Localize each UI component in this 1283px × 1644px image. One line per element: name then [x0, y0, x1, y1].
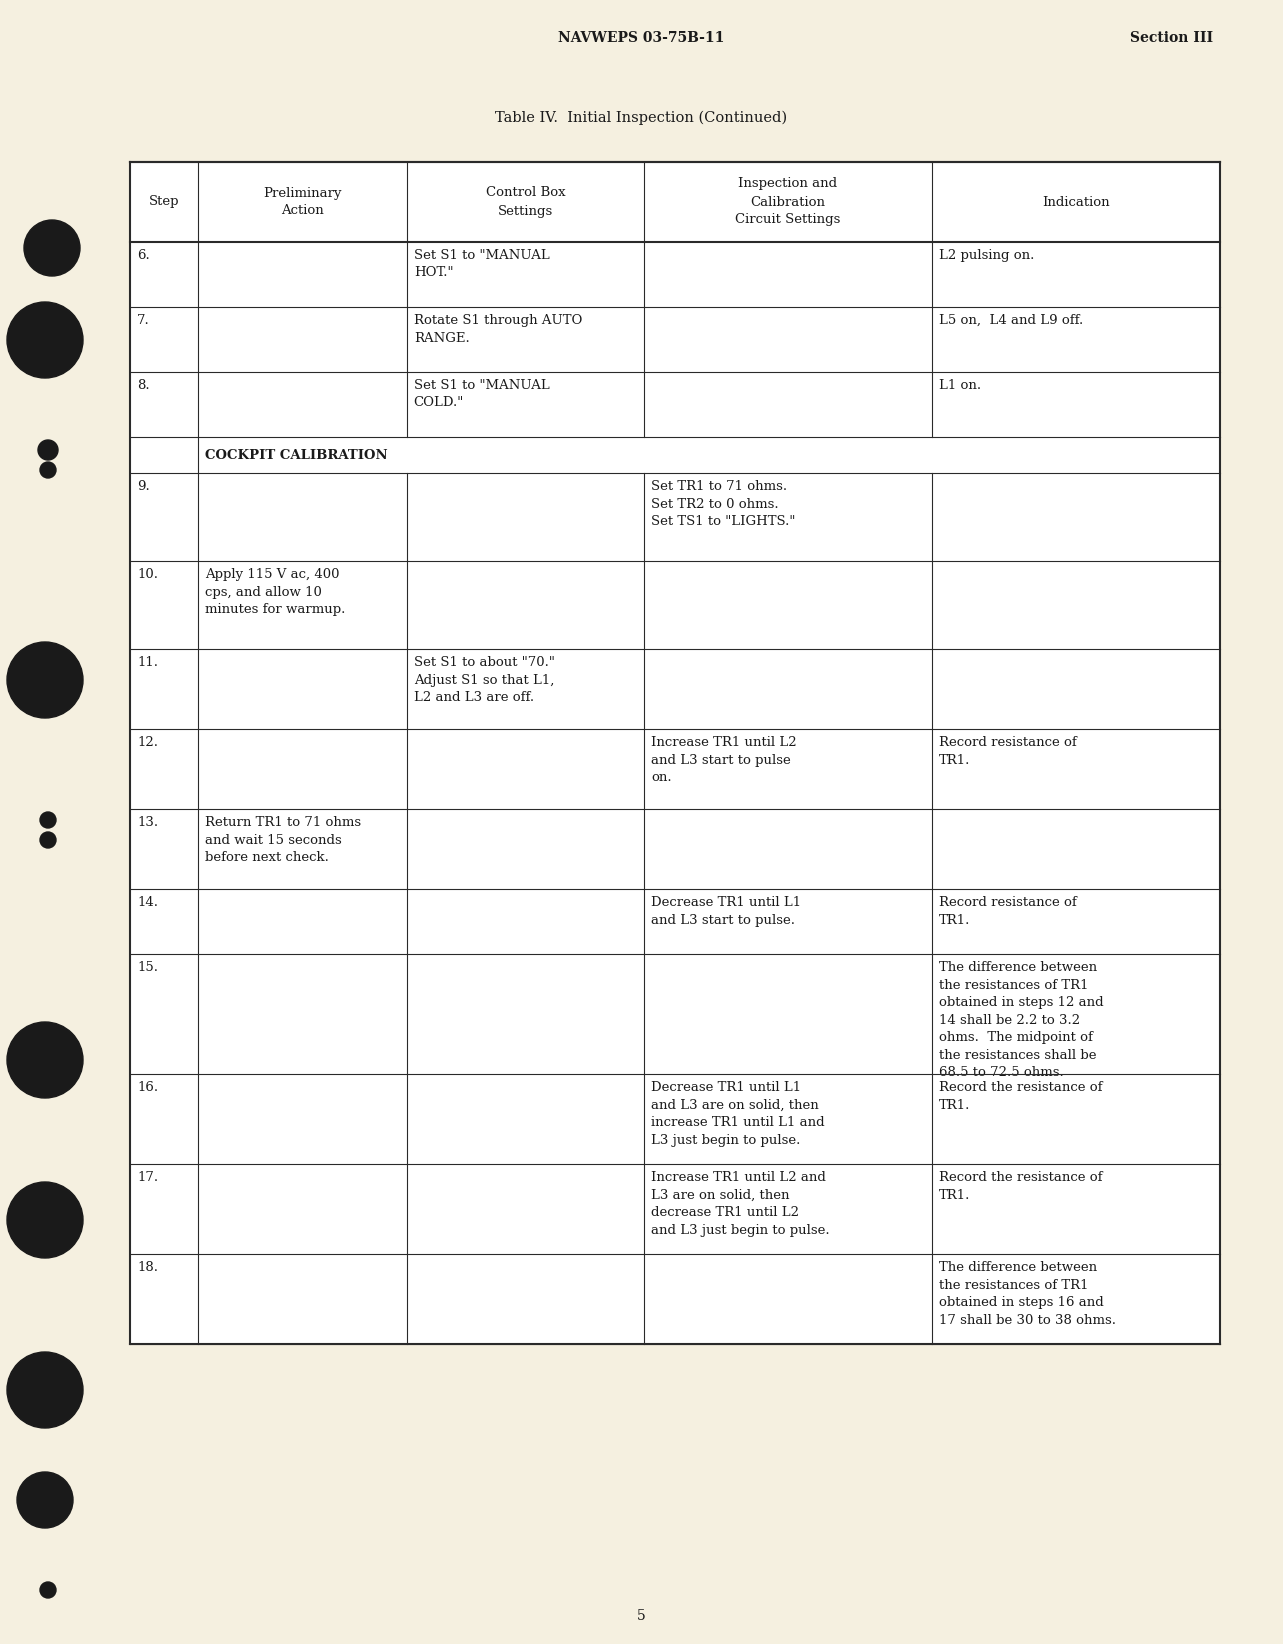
- Text: Rotate S1 through AUTO
RANGE.: Rotate S1 through AUTO RANGE.: [413, 314, 582, 345]
- Text: 11.: 11.: [137, 656, 158, 669]
- Text: Record resistance of
TR1.: Record resistance of TR1.: [939, 737, 1076, 766]
- Circle shape: [40, 812, 56, 829]
- Text: 15.: 15.: [137, 962, 158, 973]
- Text: 10.: 10.: [137, 567, 158, 580]
- Text: COCKPIT CALIBRATION: COCKPIT CALIBRATION: [205, 449, 387, 462]
- Text: Set S1 to "MANUAL
COLD.": Set S1 to "MANUAL COLD.": [413, 380, 549, 409]
- Text: Increase TR1 until L2 and
L3 are on solid, then
decrease TR1 until L2
and L3 jus: Increase TR1 until L2 and L3 are on soli…: [650, 1171, 830, 1236]
- Text: The difference between
the resistances of TR1
obtained in steps 16 and
17 shall : The difference between the resistances o…: [939, 1261, 1116, 1327]
- Text: 16.: 16.: [137, 1082, 158, 1093]
- Text: Record the resistance of
TR1.: Record the resistance of TR1.: [939, 1171, 1102, 1202]
- Text: Preliminary
Action: Preliminary Action: [263, 186, 341, 217]
- Text: Step: Step: [149, 196, 180, 209]
- Text: Indication: Indication: [1042, 196, 1110, 209]
- Text: Record the resistance of
TR1.: Record the resistance of TR1.: [939, 1082, 1102, 1111]
- Text: 7.: 7.: [137, 314, 150, 327]
- Circle shape: [6, 1023, 83, 1098]
- Text: 14.: 14.: [137, 896, 158, 909]
- Circle shape: [40, 832, 56, 848]
- Text: The difference between
the resistances of TR1
obtained in steps 12 and
14 shall : The difference between the resistances o…: [939, 962, 1103, 1078]
- Text: Set S1 to "MANUAL
HOT.": Set S1 to "MANUAL HOT.": [413, 248, 549, 279]
- Text: 5: 5: [638, 1609, 645, 1623]
- Circle shape: [6, 302, 83, 378]
- Text: L5 on,  L4 and L9 off.: L5 on, L4 and L9 off.: [939, 314, 1083, 327]
- Text: Increase TR1 until L2
and L3 start to pulse
on.: Increase TR1 until L2 and L3 start to pu…: [650, 737, 797, 784]
- Text: L2 pulsing on.: L2 pulsing on.: [939, 248, 1034, 261]
- Text: 13.: 13.: [137, 815, 158, 829]
- Text: Apply 115 V ac, 400
cps, and allow 10
minutes for warmup.: Apply 115 V ac, 400 cps, and allow 10 mi…: [205, 567, 345, 616]
- Text: Control Box
Settings: Control Box Settings: [485, 186, 565, 217]
- Text: 12.: 12.: [137, 737, 158, 750]
- Text: Set TR1 to 71 ohms.
Set TR2 to 0 ohms.
Set TS1 to "LIGHTS.": Set TR1 to 71 ohms. Set TR2 to 0 ohms. S…: [650, 480, 795, 528]
- Circle shape: [6, 1351, 83, 1429]
- Text: Decrease TR1 until L1
and L3 start to pulse.: Decrease TR1 until L1 and L3 start to pu…: [650, 896, 801, 927]
- Text: 17.: 17.: [137, 1171, 158, 1184]
- Circle shape: [6, 1182, 83, 1258]
- Text: Set S1 to about "70."
Adjust S1 so that L1,
L2 and L3 are off.: Set S1 to about "70." Adjust S1 so that …: [413, 656, 554, 704]
- Text: Decrease TR1 until L1
and L3 are on solid, then
increase TR1 until L1 and
L3 jus: Decrease TR1 until L1 and L3 are on soli…: [650, 1082, 825, 1146]
- Text: 8.: 8.: [137, 380, 150, 391]
- Text: 18.: 18.: [137, 1261, 158, 1274]
- Bar: [130, 163, 1220, 1345]
- Text: Section III: Section III: [1130, 31, 1212, 44]
- Text: 9.: 9.: [137, 480, 150, 493]
- Circle shape: [38, 441, 58, 460]
- Circle shape: [6, 643, 83, 718]
- Text: Return TR1 to 71 ohms
and wait 15 seconds
before next check.: Return TR1 to 71 ohms and wait 15 second…: [205, 815, 361, 865]
- Text: NAVWEPS 03-75B-11: NAVWEPS 03-75B-11: [558, 31, 725, 44]
- Circle shape: [40, 1582, 56, 1598]
- Circle shape: [24, 220, 80, 276]
- Text: Table IV.  Initial Inspection (Continued): Table IV. Initial Inspection (Continued): [495, 110, 788, 125]
- Text: 6.: 6.: [137, 248, 150, 261]
- Circle shape: [17, 1471, 73, 1527]
- Circle shape: [40, 462, 56, 478]
- Text: Record resistance of
TR1.: Record resistance of TR1.: [939, 896, 1076, 927]
- Text: Inspection and
Calibration
Circuit Settings: Inspection and Calibration Circuit Setti…: [735, 178, 840, 227]
- Text: L1 on.: L1 on.: [939, 380, 981, 391]
